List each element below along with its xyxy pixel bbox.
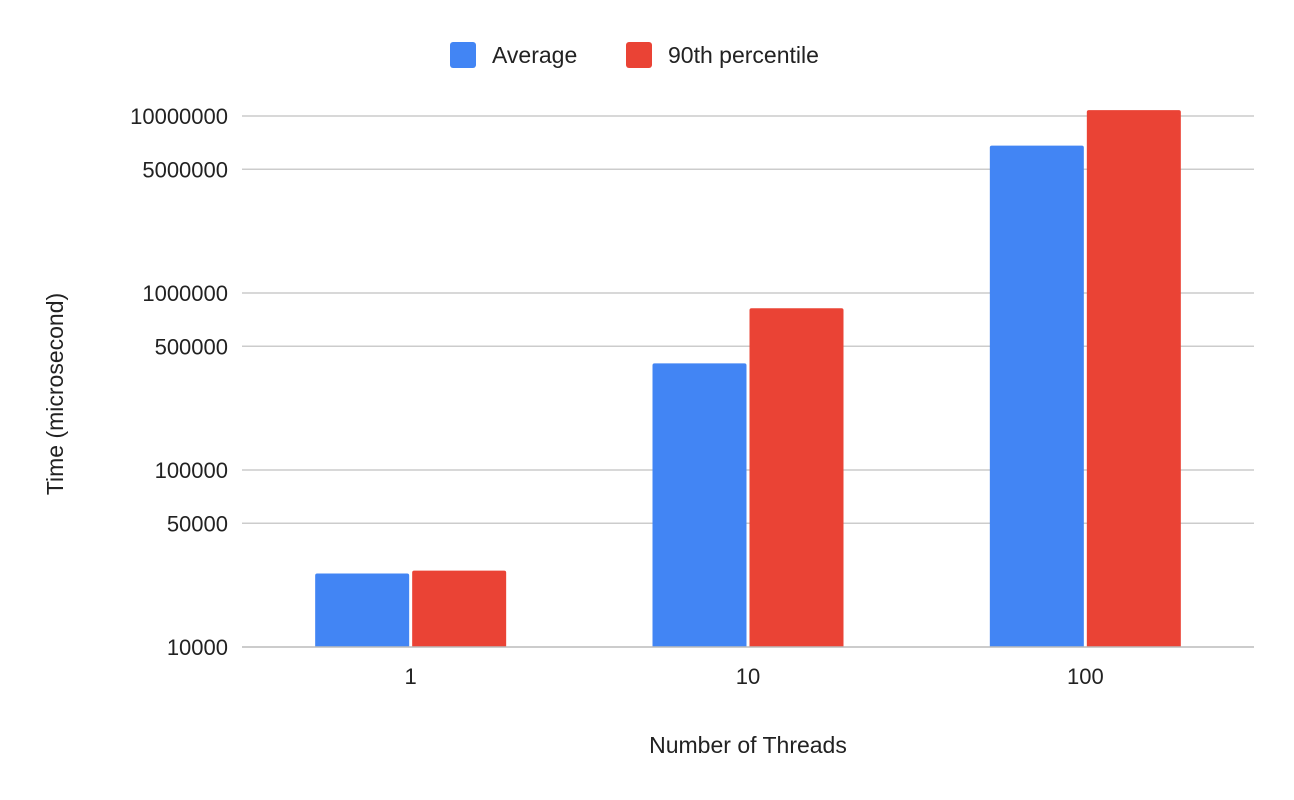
legend-label-average: Average (492, 42, 577, 68)
x-tick-labels: 1 10 100 (405, 664, 1104, 689)
bars (315, 110, 1181, 648)
gridlines (242, 115, 1254, 525)
y-tick-label: 500000 (155, 334, 228, 359)
bar-90th-percentile-100 (1086, 110, 1181, 648)
y-tick-labels: 10000 50000 100000 500000 1000000 5000000 1000… (130, 104, 228, 660)
bar-average-1 (315, 573, 410, 647)
y-tick-label: 100000 (155, 458, 228, 483)
legend-swatch-90th-percentile (626, 42, 652, 68)
x-axis-title: Number of Threads (649, 732, 847, 758)
bar-average-100 (989, 145, 1084, 647)
y-tick-label: 1000000 (142, 281, 228, 306)
x-tick-label: 1 (405, 664, 417, 689)
y-tick-label: 10000000 (130, 104, 228, 129)
y-tick-label: 5000000 (142, 157, 228, 182)
x-tick-label: 10 (736, 664, 760, 689)
legend-label-90th-percentile: 90th percentile (668, 42, 819, 68)
y-tick-label: 50000 (167, 511, 228, 536)
legend: Average 90th percentile (450, 42, 819, 68)
bar-90th-percentile-10 (749, 308, 844, 647)
y-axis-title: Time (microsecond) (42, 293, 68, 495)
bar-average-10 (652, 363, 747, 647)
bar-90th-percentile-1 (412, 570, 507, 647)
legend-swatch-average (450, 42, 476, 68)
y-tick-label: 10000 (167, 635, 228, 660)
x-tick-label: 100 (1067, 664, 1104, 689)
